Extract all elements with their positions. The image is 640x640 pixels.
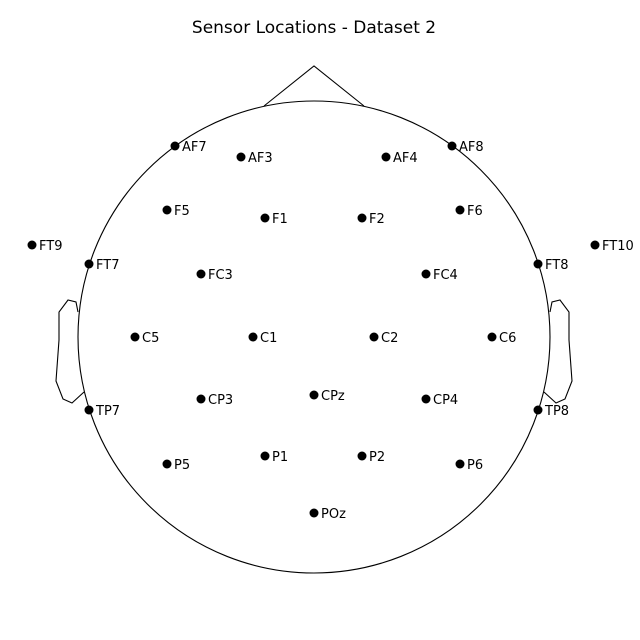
sensor-dot	[369, 332, 379, 342]
sensor-label: CP4	[433, 393, 458, 408]
sensor-label: AF8	[459, 140, 484, 155]
sensor-label: C6	[499, 331, 516, 346]
sensor-tp7: TP7	[84, 404, 120, 419]
sensor-c2: C2	[369, 331, 398, 346]
sensor-c1: C1	[248, 331, 277, 346]
sensor-label: C2	[381, 331, 398, 346]
sensor-label: FC4	[433, 268, 458, 283]
sensor-label: FT7	[96, 258, 119, 273]
sensor-dot	[309, 390, 319, 400]
left-ear-outline	[55, 299, 85, 404]
sensor-dot	[170, 141, 180, 151]
sensor-dot	[196, 269, 206, 279]
sensor-dot	[487, 332, 497, 342]
sensor-dot	[421, 394, 431, 404]
sensor-label: FT8	[545, 258, 568, 273]
sensor-fc3: FC3	[196, 268, 233, 283]
sensor-label: CP3	[208, 393, 233, 408]
sensor-layer: AF7 AF3 AF4 AF8 F5 F1 F2 F6 FT9 FT7 FC3 FC4 FT8 FT10 C…	[27, 140, 634, 522]
sensor-label: FT9	[39, 239, 62, 254]
sensor-af7: AF7	[170, 140, 207, 155]
sensor-ft7: FT7	[84, 258, 119, 273]
sensor-ft9: FT9	[27, 239, 62, 254]
sensor-dot	[27, 240, 37, 250]
sensor-label: AF3	[248, 151, 273, 166]
sensor-c6: C6	[487, 331, 516, 346]
sensor-dot	[162, 459, 172, 469]
sensor-label: C1	[260, 331, 277, 346]
sensor-dot	[309, 508, 319, 518]
sensor-f5: F5	[162, 204, 190, 219]
sensor-ft8: FT8	[533, 258, 568, 273]
sensor-label: F2	[369, 212, 385, 227]
sensor-f1: F1	[260, 212, 288, 227]
sensor-p1: P1	[260, 450, 288, 465]
sensor-dot	[357, 213, 367, 223]
sensor-label: TP8	[544, 404, 569, 419]
sensor-label: P5	[174, 458, 190, 473]
sensor-label: FC3	[208, 268, 233, 283]
sensor-label: P2	[369, 450, 385, 465]
sensor-dot	[84, 259, 94, 269]
sensor-tp8: TP8	[533, 404, 569, 419]
figure-title: Sensor Locations - Dataset 2	[192, 18, 436, 38]
sensor-dot	[357, 451, 367, 461]
sensor-label: POz	[321, 507, 346, 522]
sensor-ft10: FT10	[590, 239, 634, 254]
sensor-dot	[162, 205, 172, 215]
sensor-label: P6	[467, 458, 483, 473]
sensor-dot	[236, 152, 246, 162]
nose-outline	[263, 65, 365, 107]
sensor-af8: AF8	[447, 140, 484, 155]
sensor-p6: P6	[455, 458, 483, 473]
sensor-cp3: CP3	[196, 393, 233, 408]
sensor-dot	[421, 269, 431, 279]
sensor-label: AF4	[393, 151, 418, 166]
sensor-dot	[248, 332, 258, 342]
sensor-label: F1	[272, 212, 288, 227]
sensor-f2: F2	[357, 212, 385, 227]
sensor-fc4: FC4	[421, 268, 458, 283]
sensor-dot	[590, 240, 600, 250]
sensor-c5: C5	[130, 331, 159, 346]
sensor-dot	[84, 405, 94, 415]
sensor-dot	[130, 332, 140, 342]
sensor-label: FT10	[602, 239, 634, 254]
sensor-label: F5	[174, 204, 190, 219]
sensor-dot	[455, 459, 465, 469]
sensor-dot	[533, 259, 543, 269]
sensor-cpz: CPz	[309, 389, 345, 404]
sensor-dot	[381, 152, 391, 162]
sensor-dot	[455, 205, 465, 215]
sensor-af4: AF4	[381, 151, 418, 166]
sensor-label: TP7	[95, 404, 120, 419]
head-outline	[55, 65, 573, 574]
sensor-dot	[447, 141, 457, 151]
head-circle	[77, 100, 551, 574]
sensor-label: AF7	[182, 140, 207, 155]
sensor-dot	[196, 394, 206, 404]
sensor-dot	[260, 213, 270, 223]
sensor-dot	[260, 451, 270, 461]
sensor-label: F6	[467, 204, 483, 219]
sensor-p2: P2	[357, 450, 385, 465]
sensor-poz: POz	[309, 507, 346, 522]
sensor-label: CPz	[321, 389, 345, 404]
sensor-f6: F6	[455, 204, 483, 219]
sensor-label: C5	[142, 331, 159, 346]
sensor-af3: AF3	[236, 151, 273, 166]
sensor-label: P1	[272, 450, 288, 465]
sensor-dot	[533, 405, 543, 415]
sensor-cp4: CP4	[421, 393, 458, 408]
right-ear-outline	[543, 299, 573, 404]
sensor-p5: P5	[162, 458, 190, 473]
